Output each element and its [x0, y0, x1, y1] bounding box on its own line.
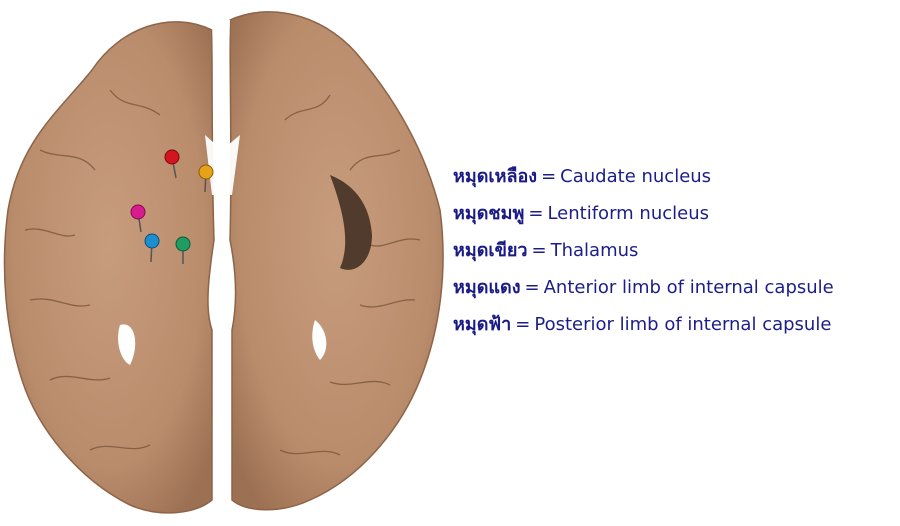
- legend-pin-label: หมุดฟ้า: [453, 314, 512, 335]
- legend-row-green: หมุดเขียว = Thalamus: [453, 234, 893, 271]
- posterior-midline-gap: [218, 335, 228, 500]
- legend-pin-label: หมุดแดง: [453, 277, 521, 298]
- legend-row-blue: หมุดฟ้า = Posterior limb of internal capsu…: [453, 308, 893, 345]
- red-pin: [164, 149, 180, 165]
- pin-legend: หมุดเหลือง = Caudate nucleus หมุดชมพู = Lent…: [453, 160, 893, 345]
- legend-pin-label: หมุดเหลือง: [453, 166, 538, 187]
- sulci: [24, 89, 421, 456]
- lateral-ventricle-frontal: [205, 135, 240, 195]
- marker-pins: [130, 149, 214, 264]
- pink-pin: [130, 204, 146, 220]
- legend-equals: =: [515, 314, 531, 335]
- legend-equals: =: [528, 203, 544, 224]
- left-hemisphere: [3, 21, 215, 514]
- legend-equals: =: [531, 240, 547, 261]
- green-pin: [175, 236, 191, 252]
- posterior-ventricle-right: [312, 320, 327, 360]
- legend-structure: Anterior limb of internal capsule: [543, 277, 834, 298]
- insula-shadow: [330, 175, 372, 270]
- yellow-pin: [198, 164, 214, 180]
- legend-structure: Thalamus: [550, 240, 639, 261]
- legend-structure: Lentiform nucleus: [547, 203, 709, 224]
- legend-equals: =: [524, 277, 540, 298]
- legend-structure: Caudate nucleus: [560, 166, 712, 187]
- legend-structure: Posterior limb of internal capsule: [534, 314, 832, 335]
- legend-pin-label: หมุดเขียว: [453, 240, 528, 261]
- legend-row-yellow: หมุดเหลือง = Caudate nucleus: [453, 160, 893, 197]
- legend-row-pink: หมุดชมพู = Lentiform nucleus: [453, 197, 893, 234]
- cleft-top: [212, 20, 230, 100]
- legend-pin-label: หมุดชมพู: [453, 203, 525, 224]
- legend-equals: =: [541, 166, 557, 187]
- blue-pin: [144, 233, 160, 249]
- legend-row-red: หมุดแดง = Anterior limb of internal capsul…: [453, 271, 893, 308]
- right-hemisphere: [229, 11, 444, 511]
- posterior-ventricle-left: [118, 324, 136, 365]
